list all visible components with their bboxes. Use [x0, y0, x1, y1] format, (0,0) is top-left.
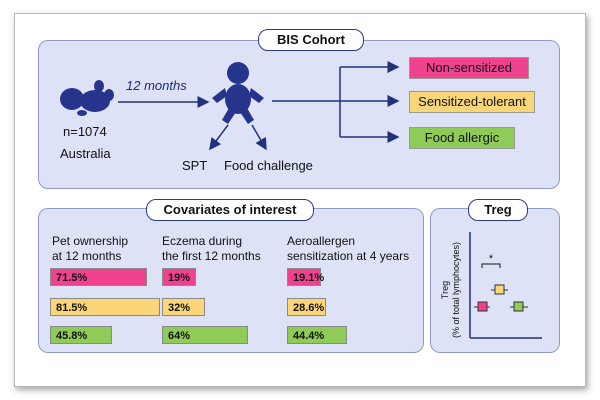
pet-ownership-title: Pet ownership at 12 months [52, 234, 128, 264]
pet-ownership-title-line2: at 12 months [52, 249, 122, 263]
eczema-title: Eczema during the first 12 months [162, 234, 261, 264]
covariate-bar: 64% [162, 326, 249, 344]
treg-point-food-allergic [510, 301, 528, 312]
treg-title: Treg [468, 199, 528, 221]
outcome-food-allergic: Food allergic [409, 127, 515, 149]
outcome-non-sensitized: Non-sensitized [409, 57, 529, 79]
covariate-bar: 44.4% [287, 326, 347, 344]
eczema-title-line2: the first 12 months [162, 249, 261, 263]
covariate-bar: 19.1% [287, 268, 324, 286]
pet-ownership-title-line1: Pet ownership [52, 234, 129, 248]
test-spt: SPT [182, 158, 208, 173]
cohort-location: Australia [60, 146, 111, 161]
covariate-bar: 28.6% [287, 298, 326, 316]
covariate-bar: 45.8% [50, 326, 112, 344]
aeroallergen-title-line1: Aeroallergen [287, 234, 356, 248]
eczema-title-line1: Eczema during [162, 234, 243, 248]
significance-bracket [481, 263, 501, 268]
treg-ylabel-line1: Treg [440, 281, 450, 299]
covariate-bar: 81.5% [50, 298, 161, 316]
covariate-bar: 19% [162, 268, 196, 286]
test-food-challenge: Food challenge [224, 158, 313, 173]
aeroallergen-title-line2: sensitization at 4 years [287, 249, 410, 263]
covariates-title: Covariates of interest [146, 199, 314, 221]
outcome-sensitized-tolerant: Sensitized-tolerant [409, 91, 535, 113]
treg-point-sensitized-tolerant [491, 284, 508, 295]
newborn-icon [60, 80, 114, 116]
aeroallergen-title: Aeroallergen sensitization at 4 years [287, 234, 409, 264]
toddler-icon [212, 62, 264, 124]
food-challenge-arrow [251, 124, 267, 151]
spt-arrow [209, 124, 229, 151]
cohort-size: n=1074 [63, 124, 107, 139]
timepoint-label: 12 months [126, 78, 187, 93]
covariate-bar: 71.5% [50, 268, 147, 286]
covariate-bar: 32% [162, 298, 206, 316]
significance-star: * [489, 253, 494, 265]
treg-ylabel-line2: (% of total lymphocytes) [451, 242, 461, 338]
treg-point-non-sensitized [474, 301, 490, 312]
cohort-title: BIS Cohort [258, 29, 364, 51]
